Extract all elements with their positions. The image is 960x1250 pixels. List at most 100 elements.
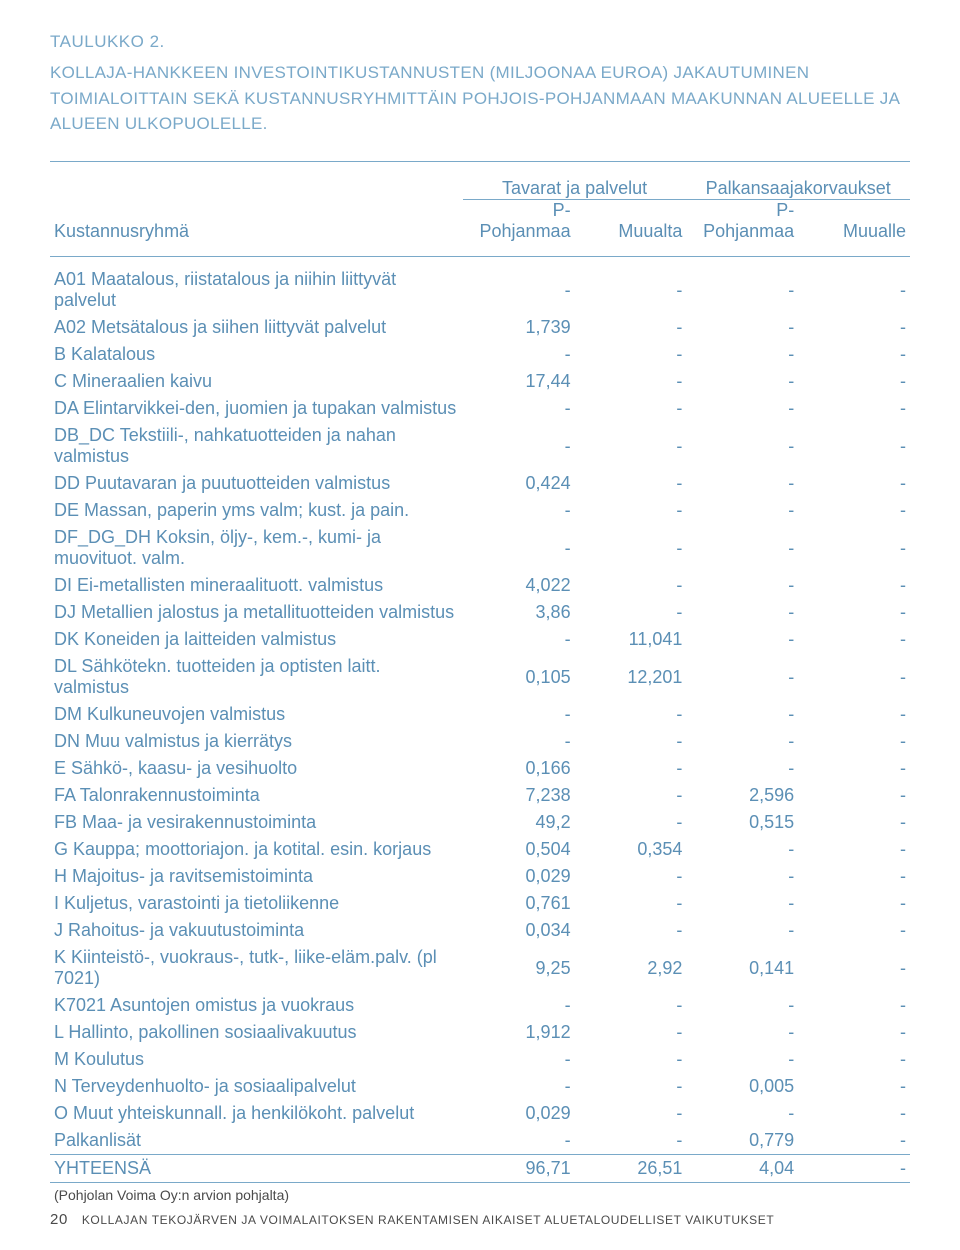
- table-row: DK Koneiden ja laitteiden valmistus-11,0…: [50, 626, 910, 653]
- cell-value: 0,424: [463, 470, 575, 497]
- page-footer: 20 KOLLAJAN TEKOJÄRVEN JA VOIMALAITOKSEN…: [50, 1211, 774, 1228]
- cell-value: -: [686, 395, 798, 422]
- cell-value: -: [575, 863, 687, 890]
- page-number: 20: [50, 1211, 68, 1228]
- table-row: I Kuljetus, varastointi ja tietoliikenne…: [50, 890, 910, 917]
- cell-value: -: [798, 497, 910, 524]
- cell-value: -: [686, 755, 798, 782]
- cell-value: -: [575, 992, 687, 1019]
- cell-value: -: [798, 1073, 910, 1100]
- table-row: A02 Metsätalous ja siihen liittyvät palv…: [50, 314, 910, 341]
- cell-value: -: [575, 470, 687, 497]
- footnote: (Pohjolan Voima Oy:n arvion pohjalta): [50, 1183, 910, 1208]
- cell-value: -: [798, 809, 910, 836]
- cell-value: -: [798, 266, 910, 314]
- cell-value: -: [686, 863, 798, 890]
- cell-value: -: [686, 266, 798, 314]
- row-label: FB Maa- ja vesirakennustoiminta: [50, 809, 463, 836]
- table-row: K Kiinteistö-, vuokraus-, tutk-, liike-e…: [50, 944, 910, 992]
- footer-title: KOLLAJAN TEKOJÄRVEN JA VOIMALAITOKSEN RA…: [82, 1213, 775, 1227]
- cell-value: -: [798, 524, 910, 572]
- cell-value: -: [575, 917, 687, 944]
- cell-value: -: [798, 470, 910, 497]
- col-header-group-goods: Tavarat ja palvelut: [463, 162, 687, 200]
- row-label: DM Kulkuneuvojen valmistus: [50, 701, 463, 728]
- row-label: G Kauppa; moottoriajon. ja kotital. esin…: [50, 836, 463, 863]
- cell-value: -: [463, 524, 575, 572]
- cell-value: -: [575, 1046, 687, 1073]
- cell-value: -: [575, 395, 687, 422]
- cell-value: -: [686, 626, 798, 653]
- cell-value: -: [686, 341, 798, 368]
- cell-value: -: [686, 992, 798, 1019]
- table-row: E Sähkö-, kaasu- ja vesihuolto0,166---: [50, 755, 910, 782]
- table-row: DN Muu valmistus ja kierrätys----: [50, 728, 910, 755]
- cell-value: -: [463, 992, 575, 1019]
- row-label: DK Koneiden ja laitteiden valmistus: [50, 626, 463, 653]
- cell-value: -: [798, 653, 910, 701]
- cell-value: -: [463, 1127, 575, 1155]
- cell-value: -: [798, 917, 910, 944]
- table-row: L Hallinto, pakollinen sosiaalivakuutus1…: [50, 1019, 910, 1046]
- row-label: M Koulutus: [50, 1046, 463, 1073]
- cell-value: 12,201: [575, 653, 687, 701]
- row-label: DB_DC Tekstiili-, nahkatuotteiden ja nah…: [50, 422, 463, 470]
- data-table: Kustannusryhmä Tavarat ja palvelut Palka…: [50, 161, 910, 1208]
- row-label: E Sähkö-, kaasu- ja vesihuolto: [50, 755, 463, 782]
- cell-value: -: [686, 836, 798, 863]
- row-label: Palkanlisät: [50, 1127, 463, 1155]
- cell-value: -: [798, 368, 910, 395]
- table-row: DM Kulkuneuvojen valmistus----: [50, 701, 910, 728]
- cell-value: -: [463, 701, 575, 728]
- cell-value: 9,25: [463, 944, 575, 992]
- row-label: DD Puutavaran ja puutuotteiden valmistus: [50, 470, 463, 497]
- cell-value: -: [686, 314, 798, 341]
- row-label: DF_DG_DH Koksin, öljy-, kem.-, kumi- ja …: [50, 524, 463, 572]
- row-label: DI Ei-metallisten mineraalituott. valmis…: [50, 572, 463, 599]
- table-row: A01 Maatalous, riistatalous ja niihin li…: [50, 266, 910, 314]
- table-row: DJ Metallien jalostus ja metallituotteid…: [50, 599, 910, 626]
- cell-value: 0,141: [686, 944, 798, 992]
- cell-value: -: [463, 497, 575, 524]
- cell-value: -: [575, 782, 687, 809]
- row-label: DN Muu valmistus ja kierrätys: [50, 728, 463, 755]
- cell-value: -: [798, 572, 910, 599]
- cell-value: 11,041: [575, 626, 687, 653]
- cell-value: -: [798, 992, 910, 1019]
- row-label: A02 Metsätalous ja siihen liittyvät palv…: [50, 314, 463, 341]
- cell-value: 0,354: [575, 836, 687, 863]
- cell-value: -: [686, 701, 798, 728]
- cell-value: -: [575, 599, 687, 626]
- cell-value: -: [463, 266, 575, 314]
- table-row: FB Maa- ja vesirakennustoiminta49,2-0,51…: [50, 809, 910, 836]
- table-row: DB_DC Tekstiili-, nahkatuotteiden ja nah…: [50, 422, 910, 470]
- cell-value: 7,238: [463, 782, 575, 809]
- table-row: DI Ei-metallisten mineraalituott. valmis…: [50, 572, 910, 599]
- cell-value: 0,761: [463, 890, 575, 917]
- row-label: L Hallinto, pakollinen sosiaalivakuutus: [50, 1019, 463, 1046]
- cell-value: -: [463, 626, 575, 653]
- cell-value: -: [798, 944, 910, 992]
- cell-value: -: [686, 917, 798, 944]
- cell-value: -: [798, 1100, 910, 1127]
- cell-value: -: [575, 368, 687, 395]
- col-header-c4: Muualle: [798, 199, 910, 256]
- total-value: 26,51: [575, 1155, 687, 1183]
- cell-value: -: [575, 1019, 687, 1046]
- cell-value: 0,779: [686, 1127, 798, 1155]
- cell-value: -: [463, 395, 575, 422]
- cell-value: -: [798, 701, 910, 728]
- cell-value: 0,029: [463, 863, 575, 890]
- cell-value: -: [798, 626, 910, 653]
- row-label: DE Massan, paperin yms valm; kust. ja pa…: [50, 497, 463, 524]
- cell-value: -: [798, 890, 910, 917]
- table-row: H Majoitus- ja ravitsemistoiminta0,029--…: [50, 863, 910, 890]
- cell-value: -: [575, 755, 687, 782]
- cell-value: -: [575, 422, 687, 470]
- cell-value: -: [686, 599, 798, 626]
- cell-value: -: [798, 1019, 910, 1046]
- cell-value: -: [575, 701, 687, 728]
- cell-value: -: [463, 1046, 575, 1073]
- row-label: I Kuljetus, varastointi ja tietoliikenne: [50, 890, 463, 917]
- cell-value: -: [463, 728, 575, 755]
